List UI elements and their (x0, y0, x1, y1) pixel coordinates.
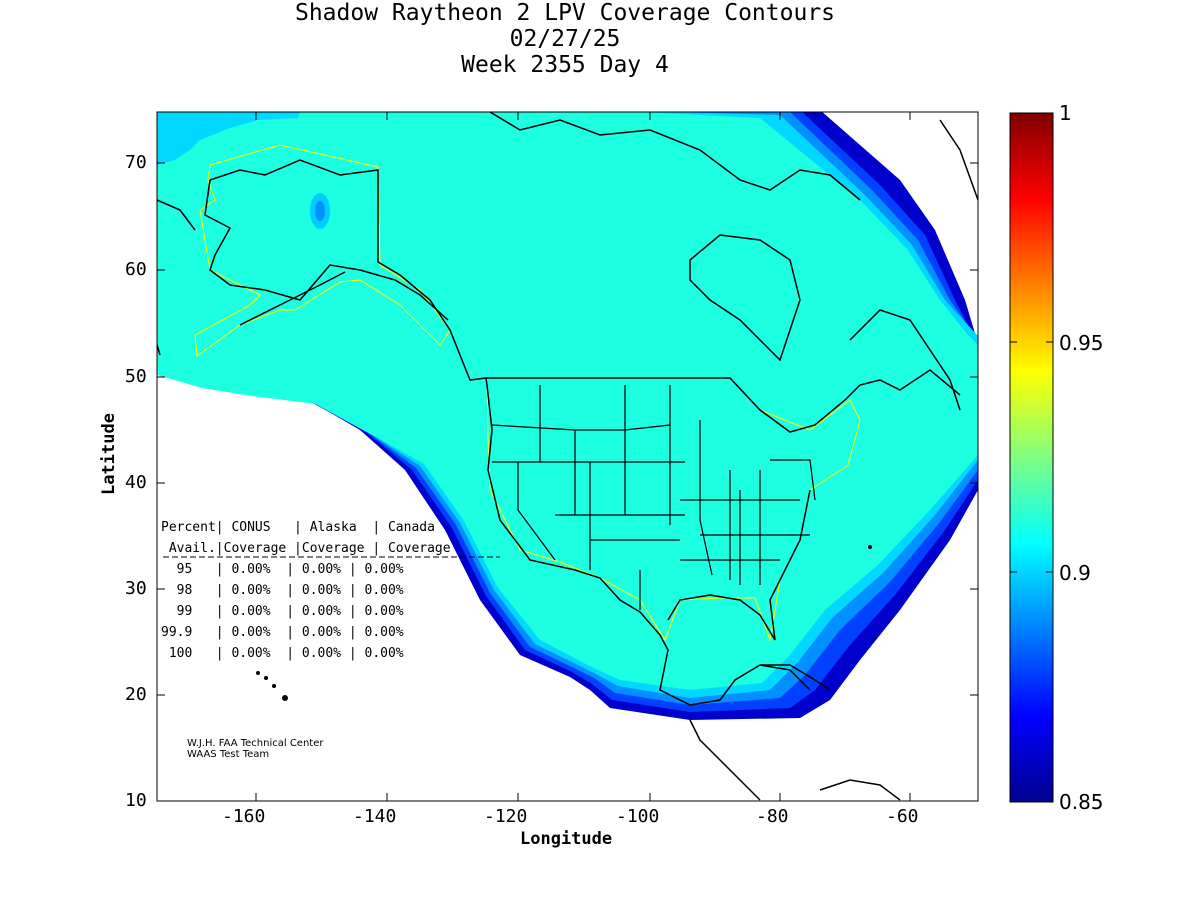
colorbar-tick: 0.9 (1059, 561, 1091, 585)
table-row: 99.9 | 0.00% | 0.00% | 0.00% (161, 625, 404, 640)
tick-marks (157, 112, 978, 801)
x-tick-label: -60 (886, 806, 919, 827)
y-tick-label: 50 (125, 366, 147, 387)
coverage-table: Percent| CONUS | Alaska | Canada Avail.|… (161, 517, 451, 664)
credit-line: WAAS Test Team (187, 749, 270, 760)
colorbar (1009, 112, 1054, 803)
x-tick-label: -160 (222, 806, 266, 827)
state-borders (491, 385, 816, 610)
table-row: 95 | 0.00% | 0.00% | 0.00% (161, 562, 404, 577)
x-axis-label: Longitude (520, 829, 613, 849)
y-tick-label: 30 (125, 578, 147, 599)
y-tick-label: 60 (125, 259, 147, 280)
x-tick-label: -80 (756, 806, 789, 827)
y-tick-label: 70 (125, 152, 147, 173)
chart-title: Shadow Raytheon 2 LPV Coverage Contours (294, 0, 836, 26)
credit-text: W.J.H. FAA Technical Center WAAS Test Te… (187, 738, 323, 760)
chart-date: 02/27/25 (509, 26, 621, 52)
coastlines (157, 112, 978, 801)
alaska-service-outline (194, 144, 451, 357)
x-tick-label: -100 (616, 806, 660, 827)
table-row: 99 | 0.00% | 0.00% | 0.00% (161, 604, 404, 619)
x-tick-label: -120 (484, 806, 528, 827)
coverage-region (157, 112, 978, 690)
y-tick-label: 10 (125, 790, 147, 811)
x-tick-label: -140 (353, 806, 397, 827)
credit-line: W.J.H. FAA Technical Center (187, 738, 324, 749)
y-tick-label: 20 (125, 684, 147, 705)
y-tick-label: 40 (125, 472, 147, 493)
chart-week: Week 2355 Day 4 (461, 52, 669, 78)
y-axis-label: Latitude (99, 413, 119, 495)
colorbar-tick: 0.85 (1059, 790, 1104, 814)
table-header: Percent| CONUS | Alaska | Canada (161, 520, 435, 535)
table-row: 100 | 0.00% | 0.00% | 0.00% (161, 646, 404, 661)
colorbar-tick: 0.95 (1059, 331, 1104, 355)
table-row: 98 | 0.00% | 0.00% | 0.00% (161, 583, 404, 598)
colorbar-tick: 1 (1059, 101, 1072, 125)
plot-frame (156, 111, 979, 802)
table-header: Avail.|Coverage |Coverage | Coverage (161, 541, 451, 556)
